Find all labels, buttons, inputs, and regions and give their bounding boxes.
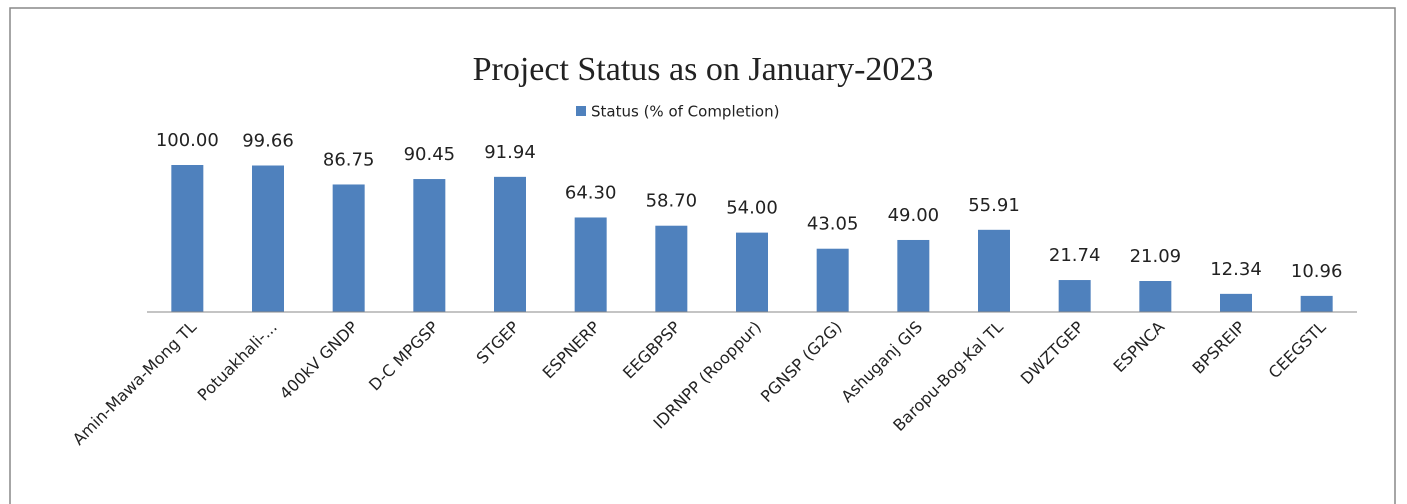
- data-label: 58.70: [646, 191, 698, 212]
- bar: [736, 232, 768, 312]
- legend-label: Status (% of Completion): [591, 103, 779, 121]
- legend-swatch: [576, 106, 586, 116]
- bar: [252, 165, 284, 312]
- chart-border: [9, 7, 1396, 504]
- bar: [1139, 280, 1172, 312]
- bar: [978, 229, 1010, 312]
- data-label: 21.09: [1130, 246, 1182, 267]
- data-label: 49.00: [888, 205, 940, 226]
- data-label: 12.34: [1210, 259, 1262, 280]
- data-label: 43.05: [807, 214, 859, 235]
- bar: [332, 184, 365, 312]
- bar: [494, 176, 526, 312]
- data-label: 55.91: [968, 195, 1020, 216]
- bar: [1220, 293, 1252, 312]
- data-label: 99.66: [242, 130, 294, 151]
- data-label: 21.74: [1049, 245, 1101, 266]
- bar: [413, 179, 446, 312]
- bar: [816, 248, 849, 312]
- data-label: 10.96: [1291, 261, 1343, 282]
- bar: [655, 225, 688, 312]
- chart-title: Project Status as on January-2023: [473, 51, 934, 88]
- bar: [574, 217, 607, 312]
- bar: [171, 165, 204, 312]
- data-label: 54.00: [726, 198, 778, 219]
- data-label: 100.00: [156, 130, 219, 151]
- bar: [897, 239, 930, 312]
- data-label: 64.30: [565, 182, 617, 203]
- data-label: 90.45: [404, 144, 456, 165]
- data-label: 86.75: [323, 149, 375, 170]
- data-label: 91.94: [484, 142, 536, 163]
- bar: [1300, 295, 1333, 312]
- bar: [1058, 280, 1091, 312]
